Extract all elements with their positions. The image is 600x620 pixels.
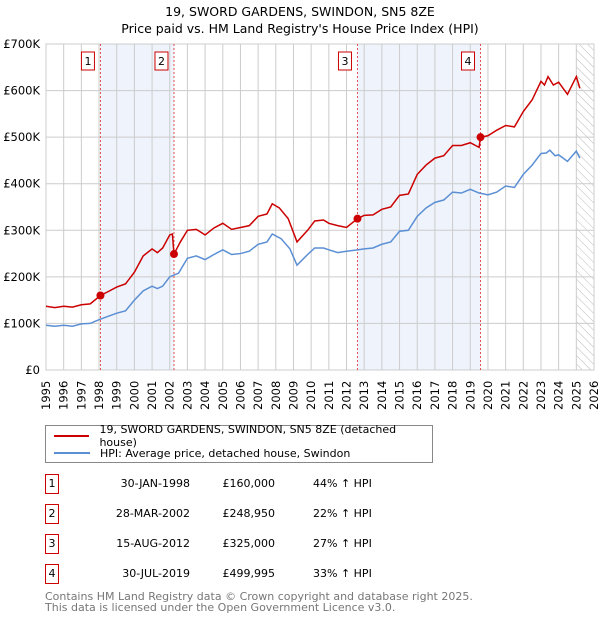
forecast-hatch xyxy=(576,44,594,370)
sale-price: £325,000 xyxy=(222,537,276,550)
x-tick-label: 2008 xyxy=(269,381,283,410)
sale-date: 30-JUL-2019 xyxy=(122,567,190,580)
sale-marker-number: 2 xyxy=(45,504,59,524)
x-tick-label: 2015 xyxy=(393,381,407,410)
legend-label: HPI: Average price, detached house, Swin… xyxy=(100,446,351,460)
x-tick-label: 2001 xyxy=(145,381,159,410)
sale-label-box xyxy=(80,51,95,71)
sale-hpi-change: 27% ↑ HPI xyxy=(313,537,372,550)
x-tick-label: 2012 xyxy=(340,381,354,410)
x-tick-label: 1995 xyxy=(39,381,53,410)
sale-date: 15-AUG-2012 xyxy=(116,537,190,550)
legend-item-property: 19, SWORD GARDENS, SWINDON, SN5 8ZE (det… xyxy=(54,423,432,449)
y-tick-label: £400K xyxy=(3,177,40,191)
legend-item-hpi: HPI: Average price, detached house, Swin… xyxy=(54,445,350,461)
x-tick-label: 2023 xyxy=(534,381,548,410)
x-tick-label: 2005 xyxy=(216,381,230,410)
x-tick-label: 2002 xyxy=(163,381,177,410)
x-tick-label: 2021 xyxy=(499,381,513,410)
x-tick-label: 2006 xyxy=(233,381,247,410)
x-tick-label: 1998 xyxy=(92,381,106,410)
y-tick-label: £600K xyxy=(3,84,40,98)
x-tick-label: 2000 xyxy=(127,381,141,410)
x-tick-label: 1996 xyxy=(57,381,71,410)
legend: 19, SWORD GARDENS, SWINDON, SN5 8ZE (det… xyxy=(45,423,433,463)
sale-label-box xyxy=(461,51,476,71)
x-tick-label: 2024 xyxy=(552,381,566,410)
series-line xyxy=(45,74,581,309)
x-tick-label: 2022 xyxy=(516,381,530,410)
chart-subtitle: Price paid vs. HM Land Registry's House … xyxy=(121,21,479,36)
sale-hpi-change: 22% ↑ HPI xyxy=(313,507,372,520)
x-tick-label: 2016 xyxy=(410,381,424,410)
sale-date: 30-JAN-1998 xyxy=(120,477,190,490)
sale-row: 3 15-AUG-2012 £325,000 27% ↑ HPI xyxy=(45,534,445,554)
x-tick-label: 2009 xyxy=(286,381,300,410)
shaded-ownership-period xyxy=(100,44,174,370)
footer-copyright: Contains HM Land Registry data © Crown c… xyxy=(45,590,473,603)
price-chart: 1995 1996 1997 1998 1999 2000 2001 2002 2003 2004… xyxy=(3,37,600,410)
sale-label: 4 xyxy=(465,55,472,68)
sale-hpi-change: 44% ↑ HPI xyxy=(313,477,372,490)
y-tick-label: £700K xyxy=(3,37,40,51)
plot-frame xyxy=(45,43,595,371)
sale-price: £248,950 xyxy=(222,507,276,520)
sale-point xyxy=(353,214,362,223)
sale-row: 2 28-MAR-2002 £248,950 22% ↑ HPI xyxy=(45,504,445,524)
x-tick-label: 2025 xyxy=(569,381,583,410)
y-tick-label: £0 xyxy=(25,363,40,377)
sale-marker-number: 3 xyxy=(45,534,59,554)
shaded-ownership-period xyxy=(357,44,481,370)
sale-label: 1 xyxy=(84,55,91,68)
x-tick-label: 2003 xyxy=(180,381,194,410)
x-tick-label: 2018 xyxy=(446,381,460,410)
x-tick-label: 2007 xyxy=(251,381,265,410)
sale-label-box xyxy=(337,51,352,71)
sale-point xyxy=(96,291,105,300)
x-tick-label: 1997 xyxy=(74,381,88,410)
series-line xyxy=(45,149,581,327)
y-tick-label: £500K xyxy=(3,130,40,144)
y-tick-label: £100K xyxy=(3,316,40,330)
x-tick-label: 2014 xyxy=(375,381,389,410)
x-tick-label: 2004 xyxy=(198,381,212,410)
footer-licence: This data is licensed under the Open Gov… xyxy=(45,601,396,614)
x-tick-label: 2011 xyxy=(322,381,336,410)
sale-marker-number: 4 xyxy=(45,564,59,584)
sale-label: 2 xyxy=(158,55,165,68)
sale-label-box xyxy=(154,51,169,71)
x-tick-label: 2017 xyxy=(428,381,442,410)
legend-swatch-red xyxy=(54,435,90,437)
sale-point xyxy=(169,250,178,259)
chart-title: 19, SWORD GARDENS, SWINDON, SN5 8ZE xyxy=(165,4,435,19)
sale-price: £160,000 xyxy=(222,477,276,490)
sale-row: 4 30-JUL-2019 £499,995 33% ↑ HPI xyxy=(45,564,445,584)
sale-price: £499,995 xyxy=(222,567,276,580)
x-tick-label: 1999 xyxy=(110,381,124,410)
x-tick-label: 2026 xyxy=(587,381,600,410)
x-tick-label: 2013 xyxy=(357,381,371,410)
sale-point xyxy=(476,133,485,142)
y-tick-label: £200K xyxy=(3,270,40,284)
sale-marker-number: 1 xyxy=(45,474,59,494)
sale-hpi-change: 33% ↑ HPI xyxy=(313,567,372,580)
legend-label: 19, SWORD GARDENS, SWINDON, SN5 8ZE (det… xyxy=(99,423,397,449)
x-tick-label: 2019 xyxy=(463,381,477,410)
x-tick-label: 2010 xyxy=(304,381,318,410)
x-tick-label: 2020 xyxy=(481,381,495,410)
y-tick-label: £300K xyxy=(3,223,40,237)
sale-date: 28-MAR-2002 xyxy=(115,507,190,520)
legend-swatch-blue xyxy=(54,452,90,454)
sale-row: 1 30-JAN-1998 £160,000 44% ↑ HPI xyxy=(45,474,445,494)
sale-label: 3 xyxy=(341,55,348,68)
